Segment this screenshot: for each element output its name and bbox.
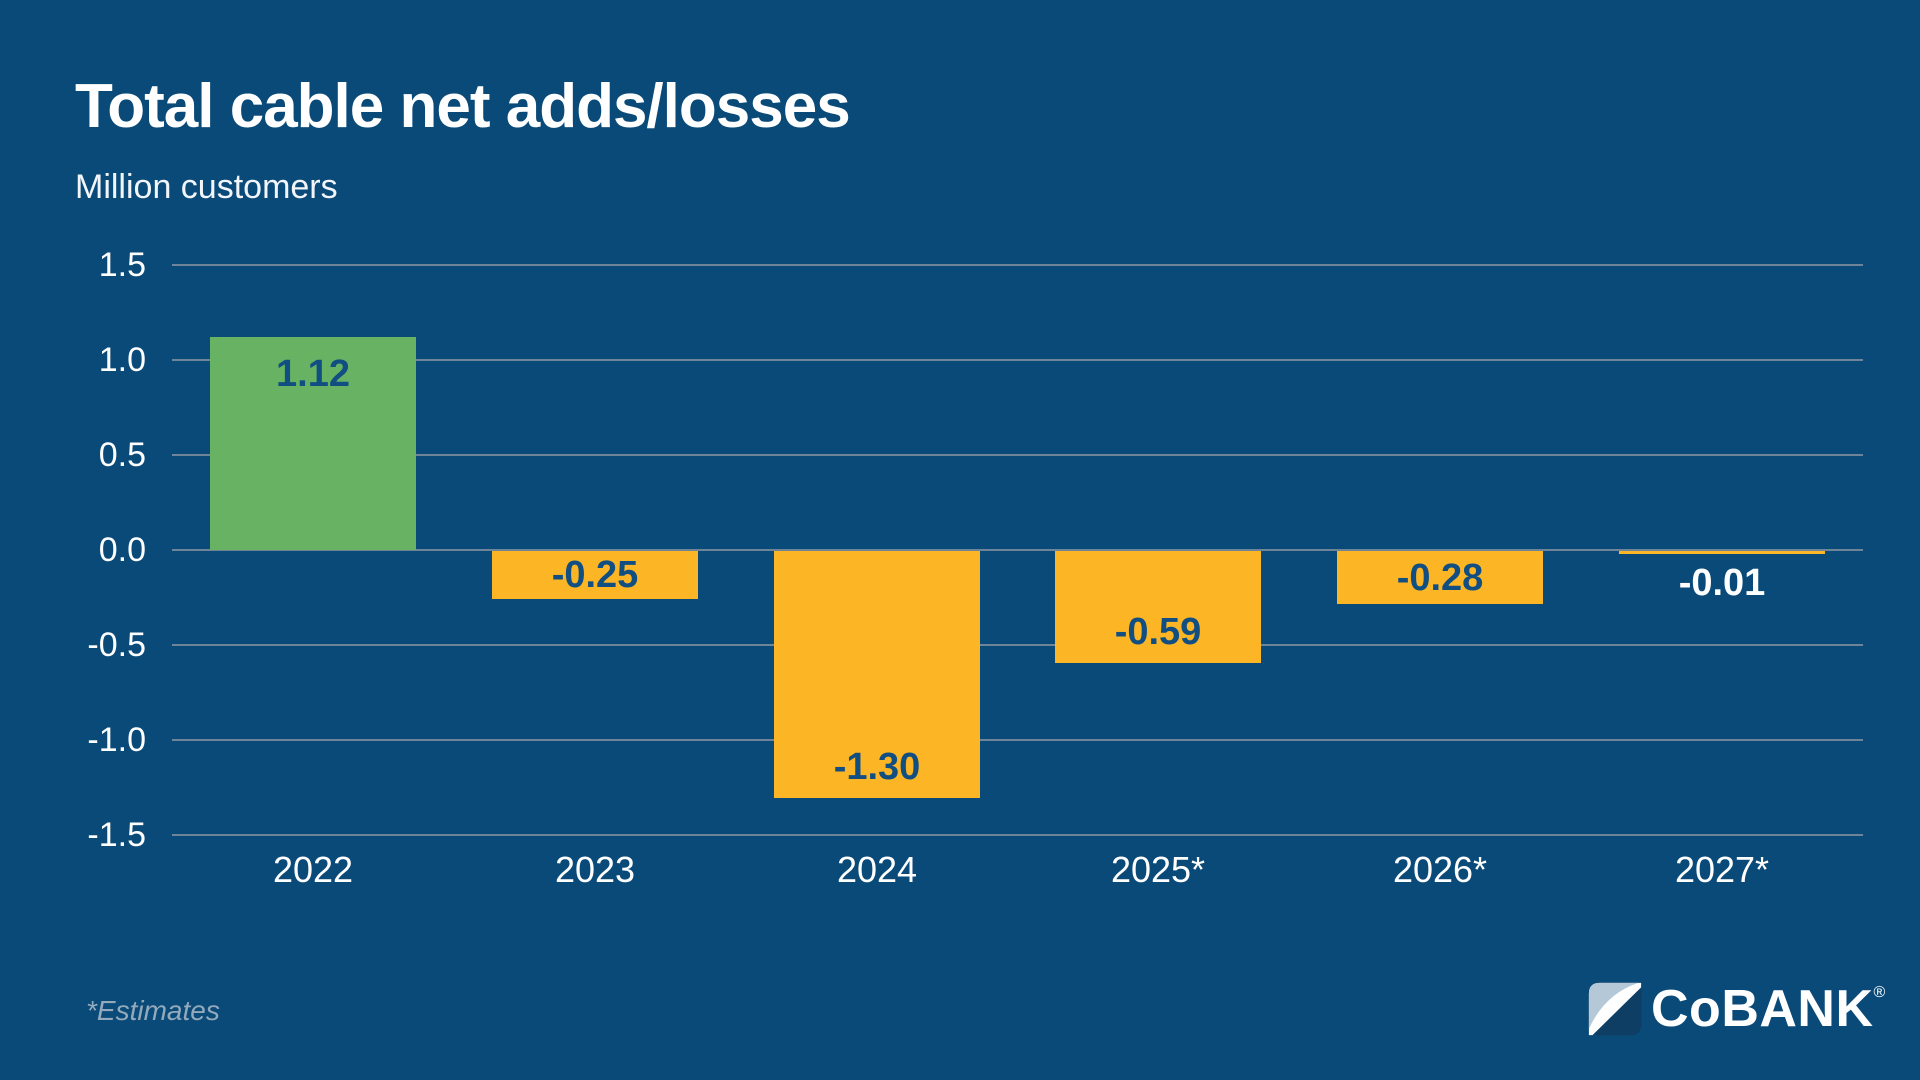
gridline: [172, 549, 1863, 551]
x-tick-label: 2025*: [1110, 849, 1206, 890]
cobank-logo-icon: [1588, 982, 1642, 1036]
y-tick-label: 1.5: [98, 246, 146, 284]
y-tick-label: -0.5: [87, 626, 146, 664]
estimates-note: *Estimates: [86, 995, 220, 1026]
bar-value-label: -0.25: [551, 554, 639, 596]
x-tick-label: 2024: [836, 849, 918, 890]
x-tick-label: 2023: [554, 849, 636, 890]
y-tick-label: -1.5: [87, 816, 146, 854]
gridline: [172, 834, 1863, 836]
bar-2022: 1.12: [210, 337, 416, 550]
gridline: [172, 454, 1863, 456]
x-tick-label: 2026*: [1392, 849, 1488, 890]
y-tick-label: 0.0: [98, 531, 146, 569]
bar-2026*: -0.28: [1337, 551, 1543, 604]
chart-subtitle: Million customers: [75, 168, 338, 206]
bar-value-label: 1.12: [276, 353, 350, 395]
y-tick-label: -1.0: [87, 721, 146, 759]
bar-value-label: -0.28: [1396, 556, 1484, 599]
registered-mark-icon: ®: [1873, 984, 1886, 1001]
bar-2025*: -0.59: [1055, 551, 1261, 663]
bar-value-label: -0.01: [1678, 562, 1766, 604]
gridline: [172, 264, 1863, 266]
x-tick-label: 2027*: [1674, 849, 1770, 890]
bar-2024: -1.30: [774, 551, 980, 798]
bar-value-label: -0.59: [1114, 611, 1202, 653]
x-tick-label: 2022: [272, 849, 354, 890]
chart-title: Total cable net adds/losses: [75, 72, 851, 141]
bar-value-label: -1.30: [833, 746, 921, 788]
y-tick-label: 0.5: [98, 436, 146, 474]
cobank-logo: CoBANK ®: [1588, 982, 1886, 1036]
cobank-wordmark-text: CoBANK: [1651, 980, 1874, 1038]
gridline: [172, 644, 1863, 646]
bar-2027*: [1619, 551, 1825, 554]
y-tick-label: 1.0: [98, 341, 146, 379]
bar-2023: -0.25: [492, 551, 698, 599]
gridline: [172, 359, 1863, 361]
cobank-wordmark: CoBANK ®: [1651, 983, 1886, 1035]
gridline: [172, 739, 1863, 741]
